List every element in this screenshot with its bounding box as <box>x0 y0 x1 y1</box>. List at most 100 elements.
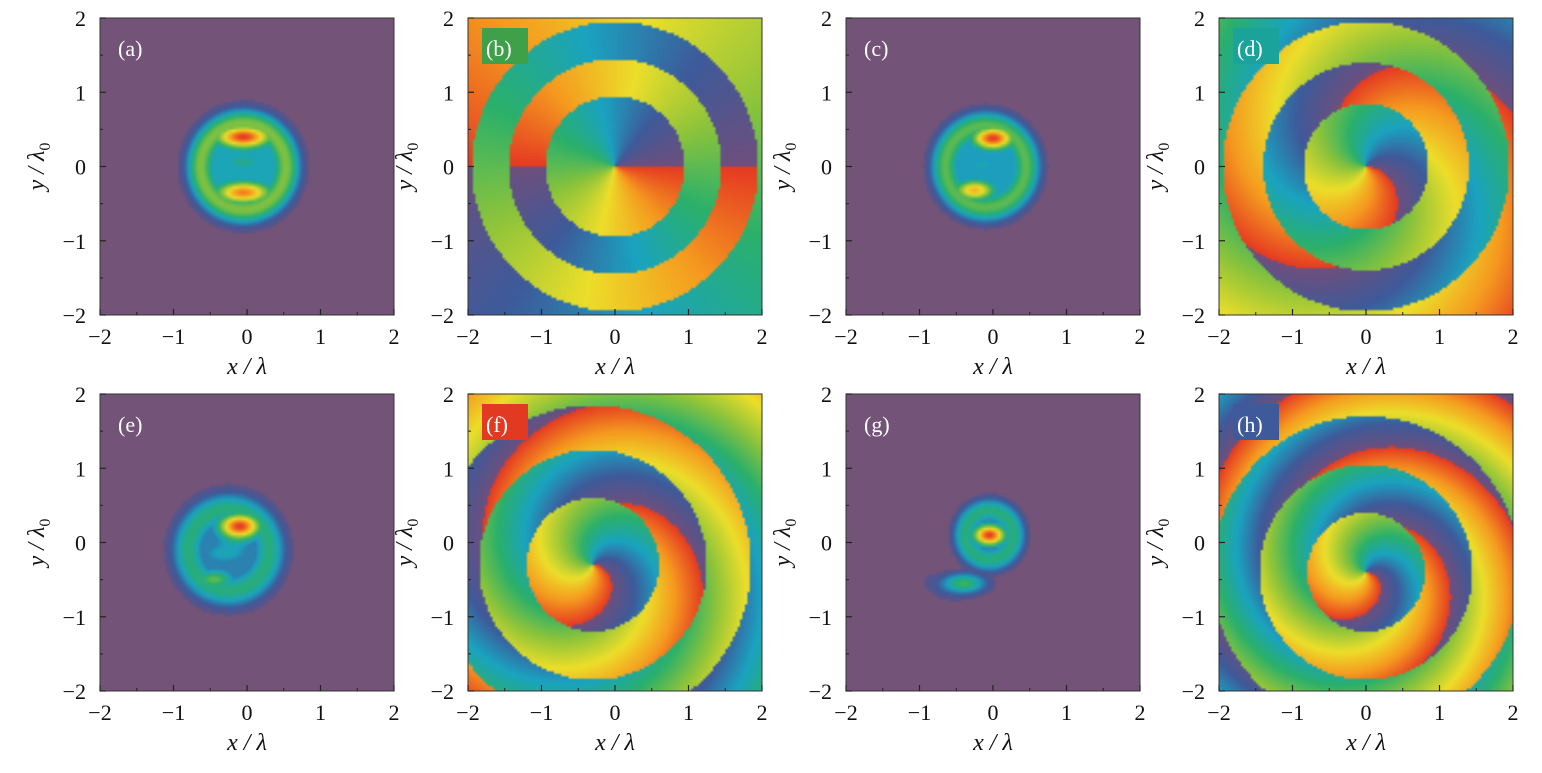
y-axis-label: y / λ0 <box>392 519 422 569</box>
panel-f-map <box>468 394 762 691</box>
panel-label: (h) <box>1237 412 1263 437</box>
y-tick-label: 0 <box>1194 155 1205 180</box>
x-tick-label: −2 <box>1207 324 1230 349</box>
panel-a: −2−2 −1 −1 0 0 1 1 2 2 x / λ y / λ0 (a) <box>24 6 400 380</box>
y-tick-label: 2 <box>821 382 832 407</box>
x-tick-label: −1 <box>530 324 553 349</box>
y-tick-label: −2 <box>63 303 86 328</box>
y-tick-label: −2 <box>809 303 832 328</box>
y-tick-label: 0 <box>75 531 86 556</box>
panel-label: (a) <box>118 36 142 61</box>
panel-label: (f) <box>486 412 508 437</box>
x-tick-label: 1 <box>683 324 694 349</box>
x-tick-label: −2 <box>88 324 111 349</box>
x-tick-label: −1 <box>1281 324 1304 349</box>
x-tick-label: −2 <box>834 700 857 725</box>
panel-e: −2−2 −1 −1 0 0 1 1 2 2 x / λ y / λ0 (e) <box>24 382 400 756</box>
panel-label-background <box>482 28 528 64</box>
x-axis-label: x / λ <box>972 730 1013 756</box>
y-axis-label: y / λ0 <box>1143 519 1173 569</box>
y-axis-label: y / λ0 <box>770 143 800 193</box>
x-tick-label: 2 <box>757 700 768 725</box>
x-tick-label: −1 <box>908 700 931 725</box>
x-axis-label: x / λ <box>226 730 267 756</box>
y-axis-label: y / λ0 <box>24 143 54 193</box>
x-axis-label: x / λ <box>594 354 635 380</box>
panel-c-map <box>846 18 1140 315</box>
y-tick-label: −1 <box>63 605 86 630</box>
panel-b: −2−2 −1 −1 0 0 1 1 2 2 x / λ y / λ0 (b) <box>392 6 768 380</box>
x-tick-label: 0 <box>242 700 253 725</box>
y-tick-label: −1 <box>809 605 832 630</box>
panel-g-map <box>846 394 1140 691</box>
panel-e-map <box>100 394 394 691</box>
x-tick-label: −1 <box>908 324 931 349</box>
x-tick-label: 2 <box>389 324 400 349</box>
x-tick-label: −2 <box>88 700 111 725</box>
panel-f: −2−2 −1 −1 0 0 1 1 2 2 x / λ y / λ0 (f) <box>392 382 768 756</box>
y-tick-label: 2 <box>821 6 832 31</box>
panel-label: (d) <box>1237 36 1263 61</box>
x-tick-label: 1 <box>683 700 694 725</box>
panel-a-map <box>100 18 394 315</box>
y-tick-label: −1 <box>809 229 832 254</box>
x-axis-label: x / λ <box>226 354 267 380</box>
y-tick-label: 0 <box>443 531 454 556</box>
x-tick-label: −2 <box>456 700 479 725</box>
y-tick-label: 0 <box>821 155 832 180</box>
x-tick-label: 2 <box>1135 700 1146 725</box>
y-tick-label: 2 <box>443 6 454 31</box>
panel-label: (e) <box>118 412 142 437</box>
x-tick-label: 2 <box>1508 700 1519 725</box>
y-tick-label: −2 <box>431 303 454 328</box>
panel-d: −2−2 −1 −1 0 0 1 1 2 2 x / λ y / λ0 (d) <box>1143 6 1519 380</box>
y-tick-label: 2 <box>1194 6 1205 31</box>
x-tick-label: 0 <box>242 324 253 349</box>
y-tick-label: −2 <box>809 679 832 704</box>
panel-d-map <box>1219 18 1513 315</box>
x-tick-label: 0 <box>988 324 999 349</box>
panel-h-map <box>1219 394 1513 691</box>
x-tick-label: −1 <box>162 324 185 349</box>
y-tick-label: 0 <box>821 531 832 556</box>
x-axis-label: x / λ <box>972 354 1013 380</box>
x-tick-label: 1 <box>1434 700 1445 725</box>
x-tick-label: 0 <box>1361 324 1372 349</box>
panel-label-background <box>1233 28 1279 64</box>
y-tick-label: −1 <box>1182 605 1205 630</box>
x-tick-label: 1 <box>1061 700 1072 725</box>
y-tick-label: −2 <box>1182 303 1205 328</box>
panel-label-background <box>482 404 528 440</box>
panel-b-map <box>468 18 762 315</box>
y-axis-label: y / λ0 <box>24 519 54 569</box>
y-tick-label: 1 <box>821 456 832 481</box>
y-axis-label: y / λ0 <box>1143 143 1173 193</box>
x-tick-label: −2 <box>834 324 857 349</box>
y-tick-label: 1 <box>821 80 832 105</box>
x-tick-label: −1 <box>162 700 185 725</box>
panel-label-background <box>1233 404 1279 440</box>
x-axis-label: x / λ <box>594 730 635 756</box>
x-tick-label: −2 <box>456 324 479 349</box>
y-tick-label: 2 <box>75 382 86 407</box>
y-tick-label: 1 <box>1194 456 1205 481</box>
x-tick-label: 0 <box>1361 700 1372 725</box>
y-tick-label: 0 <box>75 155 86 180</box>
y-tick-label: 1 <box>443 456 454 481</box>
x-tick-label: 2 <box>389 700 400 725</box>
x-tick-label: 2 <box>757 324 768 349</box>
x-tick-label: 1 <box>315 700 326 725</box>
y-tick-label: −2 <box>63 679 86 704</box>
x-tick-label: 0 <box>988 700 999 725</box>
y-axis-label: y / λ0 <box>392 143 422 193</box>
y-tick-label: −1 <box>431 229 454 254</box>
x-axis-label: x / λ <box>1345 354 1386 380</box>
x-tick-label: 2 <box>1508 324 1519 349</box>
y-tick-label: −2 <box>431 679 454 704</box>
y-tick-label: 1 <box>443 80 454 105</box>
y-tick-label: 1 <box>75 80 86 105</box>
y-tick-label: 0 <box>443 155 454 180</box>
panel-g: −2−2 −1 −1 0 0 1 1 2 2 x / λ y / λ0 (g) <box>770 382 1146 756</box>
x-tick-label: 1 <box>1434 324 1445 349</box>
